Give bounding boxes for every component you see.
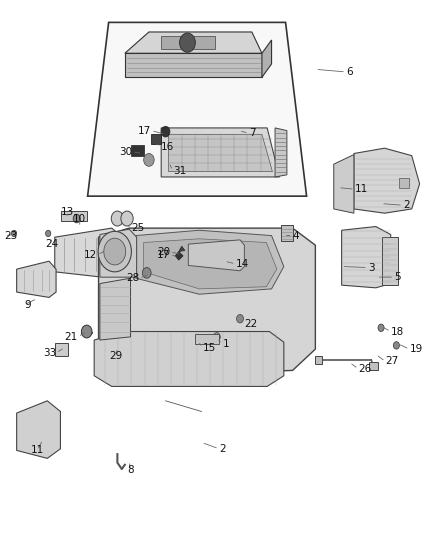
Text: 4: 4 — [293, 231, 299, 240]
Text: 9: 9 — [24, 300, 31, 310]
Text: 21: 21 — [65, 332, 78, 342]
Bar — [55, 343, 68, 356]
Polygon shape — [315, 356, 322, 364]
Text: 20: 20 — [157, 247, 170, 256]
Text: 16: 16 — [161, 142, 174, 151]
Text: 1: 1 — [223, 339, 229, 349]
Polygon shape — [179, 246, 185, 252]
Polygon shape — [275, 128, 287, 177]
Polygon shape — [100, 229, 137, 277]
Text: 11: 11 — [31, 446, 44, 455]
Text: 24: 24 — [45, 239, 58, 249]
Bar — [399, 178, 409, 188]
Text: 30: 30 — [119, 147, 132, 157]
Text: 19: 19 — [410, 344, 423, 354]
Circle shape — [237, 314, 244, 323]
Polygon shape — [281, 225, 293, 241]
Circle shape — [161, 126, 170, 137]
Polygon shape — [342, 227, 391, 288]
Circle shape — [213, 333, 220, 341]
Polygon shape — [334, 155, 354, 213]
Text: 5: 5 — [394, 272, 401, 282]
Polygon shape — [169, 134, 272, 172]
Polygon shape — [382, 237, 398, 285]
Polygon shape — [262, 40, 272, 77]
Circle shape — [144, 154, 154, 166]
Text: 17: 17 — [157, 250, 170, 260]
Text: 8: 8 — [127, 465, 134, 475]
Text: 18: 18 — [391, 327, 404, 336]
Polygon shape — [188, 240, 244, 271]
Polygon shape — [17, 401, 60, 458]
Circle shape — [98, 231, 131, 272]
Text: 12: 12 — [84, 250, 97, 260]
Polygon shape — [161, 128, 279, 177]
Bar — [195, 334, 219, 344]
Bar — [61, 211, 87, 221]
Polygon shape — [144, 239, 277, 289]
Circle shape — [73, 214, 80, 223]
Text: 3: 3 — [368, 263, 374, 272]
Text: 33: 33 — [43, 348, 56, 358]
Polygon shape — [88, 22, 307, 196]
Text: 6: 6 — [346, 67, 353, 77]
Text: 26: 26 — [358, 364, 371, 374]
Polygon shape — [94, 332, 284, 386]
Polygon shape — [125, 53, 262, 77]
Circle shape — [121, 211, 133, 226]
Text: 31: 31 — [173, 166, 186, 175]
Text: 10: 10 — [73, 214, 86, 223]
Text: 27: 27 — [385, 357, 399, 366]
Polygon shape — [131, 145, 144, 156]
Polygon shape — [175, 252, 183, 260]
Text: 2: 2 — [219, 444, 226, 454]
Polygon shape — [55, 228, 123, 278]
Text: 13: 13 — [61, 207, 74, 217]
Text: 2: 2 — [403, 200, 410, 210]
Circle shape — [104, 238, 126, 265]
Text: 25: 25 — [131, 223, 145, 233]
Circle shape — [142, 268, 151, 278]
Circle shape — [11, 230, 17, 237]
Text: 29: 29 — [110, 351, 123, 361]
Polygon shape — [125, 32, 262, 53]
Text: 17: 17 — [138, 126, 151, 135]
Polygon shape — [354, 148, 420, 213]
Circle shape — [393, 342, 399, 349]
Circle shape — [46, 230, 51, 237]
Text: 11: 11 — [355, 184, 368, 194]
Text: 22: 22 — [244, 319, 258, 329]
Text: 28: 28 — [126, 273, 139, 283]
Circle shape — [180, 33, 195, 52]
Circle shape — [81, 325, 92, 338]
Circle shape — [378, 324, 384, 332]
Text: 14: 14 — [236, 259, 249, 269]
Polygon shape — [17, 261, 56, 297]
Polygon shape — [151, 134, 161, 144]
Polygon shape — [136, 230, 284, 294]
Text: 7: 7 — [249, 128, 255, 138]
Circle shape — [111, 211, 124, 226]
Polygon shape — [369, 362, 378, 370]
Polygon shape — [161, 36, 215, 49]
Text: 15: 15 — [202, 343, 215, 352]
Polygon shape — [100, 278, 131, 340]
Polygon shape — [99, 228, 315, 376]
Text: 23: 23 — [4, 231, 18, 240]
